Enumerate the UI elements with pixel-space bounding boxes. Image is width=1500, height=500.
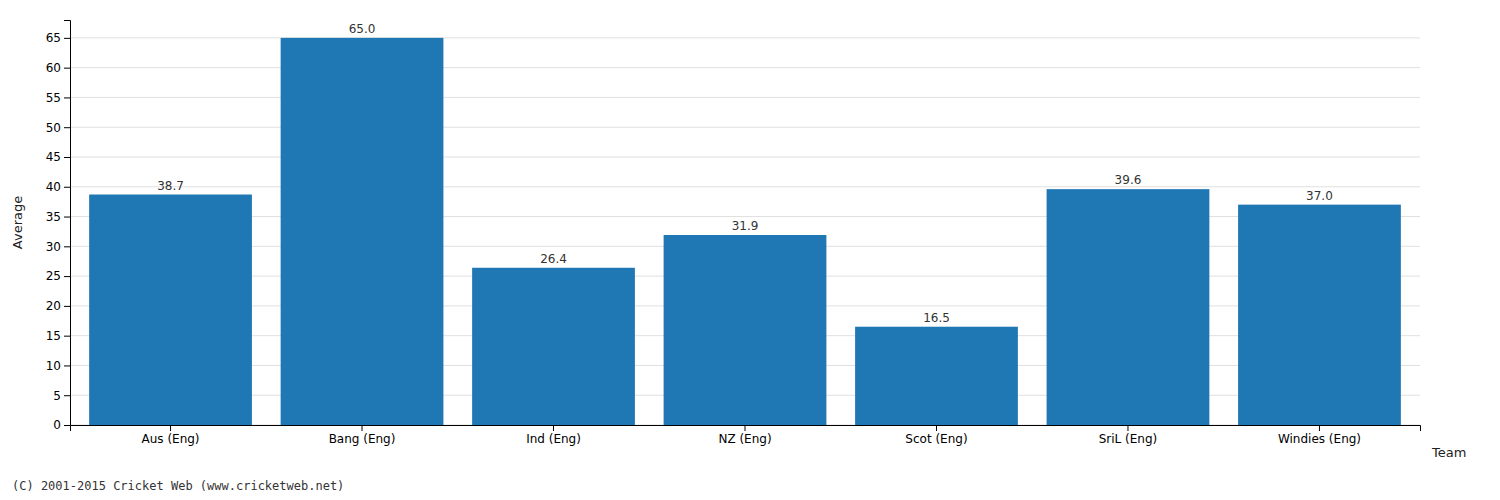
grid-line — [70, 186, 1420, 187]
tick: 55 — [46, 91, 70, 105]
bar — [281, 38, 444, 425]
tick-label: NZ (Eng) — [718, 432, 771, 446]
bars — [89, 38, 1401, 425]
y-axis-title: Average — [10, 196, 25, 249]
tick: Ind (Eng) — [526, 425, 581, 446]
tick-mark — [64, 336, 70, 337]
grid-line — [70, 67, 1420, 68]
x-axis-title: Team — [1431, 445, 1466, 460]
footer: (C) 2001-2015 Cricket Web (www.cricketwe… — [12, 479, 344, 493]
y-axis: 0 5 10 15 20 25 30 35 40 45 50 55 60 65 — [46, 21, 71, 433]
tick-mark — [64, 97, 70, 98]
tick-label: 15 — [46, 329, 61, 343]
data-label: 31.9 — [732, 219, 759, 233]
grid-line — [70, 216, 1420, 217]
tick: 65 — [46, 31, 70, 45]
tick-label: 0 — [53, 418, 61, 432]
tick-label: 30 — [46, 240, 61, 254]
tick-label: Bang (Eng) — [329, 432, 396, 446]
data-label: 37.0 — [1306, 189, 1333, 203]
tick-mark — [64, 157, 70, 158]
bar — [855, 327, 1018, 425]
tick-mark — [64, 395, 70, 396]
tick-label: 65 — [46, 31, 61, 45]
tick: 35 — [46, 210, 70, 224]
bar — [1047, 189, 1210, 425]
tick-mark — [936, 425, 937, 431]
grid-line — [70, 156, 1420, 157]
data-label: 39.6 — [1115, 173, 1142, 187]
bar — [89, 195, 252, 425]
tick: 15 — [46, 329, 70, 343]
tick: Windies (Eng) — [1278, 425, 1361, 446]
tick-label: 10 — [46, 359, 61, 373]
tick-label: SriL (Eng) — [1099, 432, 1158, 446]
tick-label: Aus (Eng) — [142, 432, 200, 446]
tick: 5 — [53, 389, 70, 403]
tick-label: Scot (Eng) — [905, 432, 967, 446]
bar — [1238, 205, 1401, 425]
tick-mark — [553, 425, 554, 431]
tick-label: Ind (Eng) — [526, 432, 581, 446]
tick-mark — [64, 276, 70, 277]
data-label: 65.0 — [349, 22, 376, 36]
tick-label: 55 — [46, 91, 61, 105]
tick: Aus (Eng) — [142, 425, 200, 446]
grid-line — [70, 97, 1420, 98]
tick-label: Windies (Eng) — [1278, 432, 1361, 446]
bar — [664, 235, 827, 425]
tick: 25 — [46, 269, 70, 283]
tick: 0 — [53, 418, 70, 432]
tick: NZ (Eng) — [718, 425, 771, 446]
tick-mark — [64, 38, 70, 39]
tick-mark — [64, 217, 70, 218]
axis-line — [71, 426, 1421, 432]
tick-label: 45 — [46, 150, 61, 164]
tick: 10 — [46, 359, 70, 373]
tick-mark — [362, 425, 363, 431]
tick-mark — [64, 246, 70, 247]
chart: 38.7 65.0 26.4 31.9 16.5 39.6 37.0 0 5 10 15 20 25 30… — [0, 0, 1500, 500]
data-label: 26.4 — [540, 252, 567, 266]
tick: 60 — [46, 61, 70, 75]
tick-mark — [64, 425, 70, 426]
tick: 40 — [46, 180, 70, 194]
x-axis: Aus (Eng) Bang (Eng) Ind (Eng) NZ (Eng) Scot… — [71, 425, 1421, 446]
tick: SriL (Eng) — [1099, 425, 1158, 446]
grid-line — [70, 127, 1420, 128]
tick-label: 35 — [46, 210, 61, 224]
data-labels: 38.7 65.0 26.4 31.9 16.5 39.6 37.0 — [157, 22, 1333, 325]
axis-line — [64, 21, 71, 426]
tick-mark — [1319, 425, 1320, 431]
tick-mark — [64, 365, 70, 366]
tick-mark — [64, 187, 70, 188]
tick: Bang (Eng) — [329, 425, 396, 446]
bar — [472, 268, 635, 425]
data-label: 38.7 — [157, 179, 184, 193]
plot: 38.7 65.0 26.4 31.9 16.5 39.6 37.0 0 5 10 15 20 25 30… — [10, 21, 1466, 461]
tick-label: 60 — [46, 61, 61, 75]
tick-mark — [64, 127, 70, 128]
tick-mark — [745, 425, 746, 431]
grid — [70, 38, 1420, 425]
tick: Scot (Eng) — [905, 425, 967, 446]
tick-label: 20 — [46, 299, 61, 313]
tick-label: 40 — [46, 180, 61, 194]
tick-mark — [1127, 425, 1128, 431]
tick: 50 — [46, 121, 70, 135]
grid-line — [70, 37, 1420, 38]
tick-mark — [64, 306, 70, 307]
tick-label: 25 — [46, 269, 61, 283]
tick: 45 — [46, 150, 70, 164]
data-label: 16.5 — [923, 311, 950, 325]
tick-mark — [170, 425, 171, 431]
tick-label: 5 — [53, 389, 61, 403]
tick-mark — [64, 68, 70, 69]
tick-label: 50 — [46, 121, 61, 135]
tick: 30 — [46, 240, 70, 254]
tick: 20 — [46, 299, 70, 313]
